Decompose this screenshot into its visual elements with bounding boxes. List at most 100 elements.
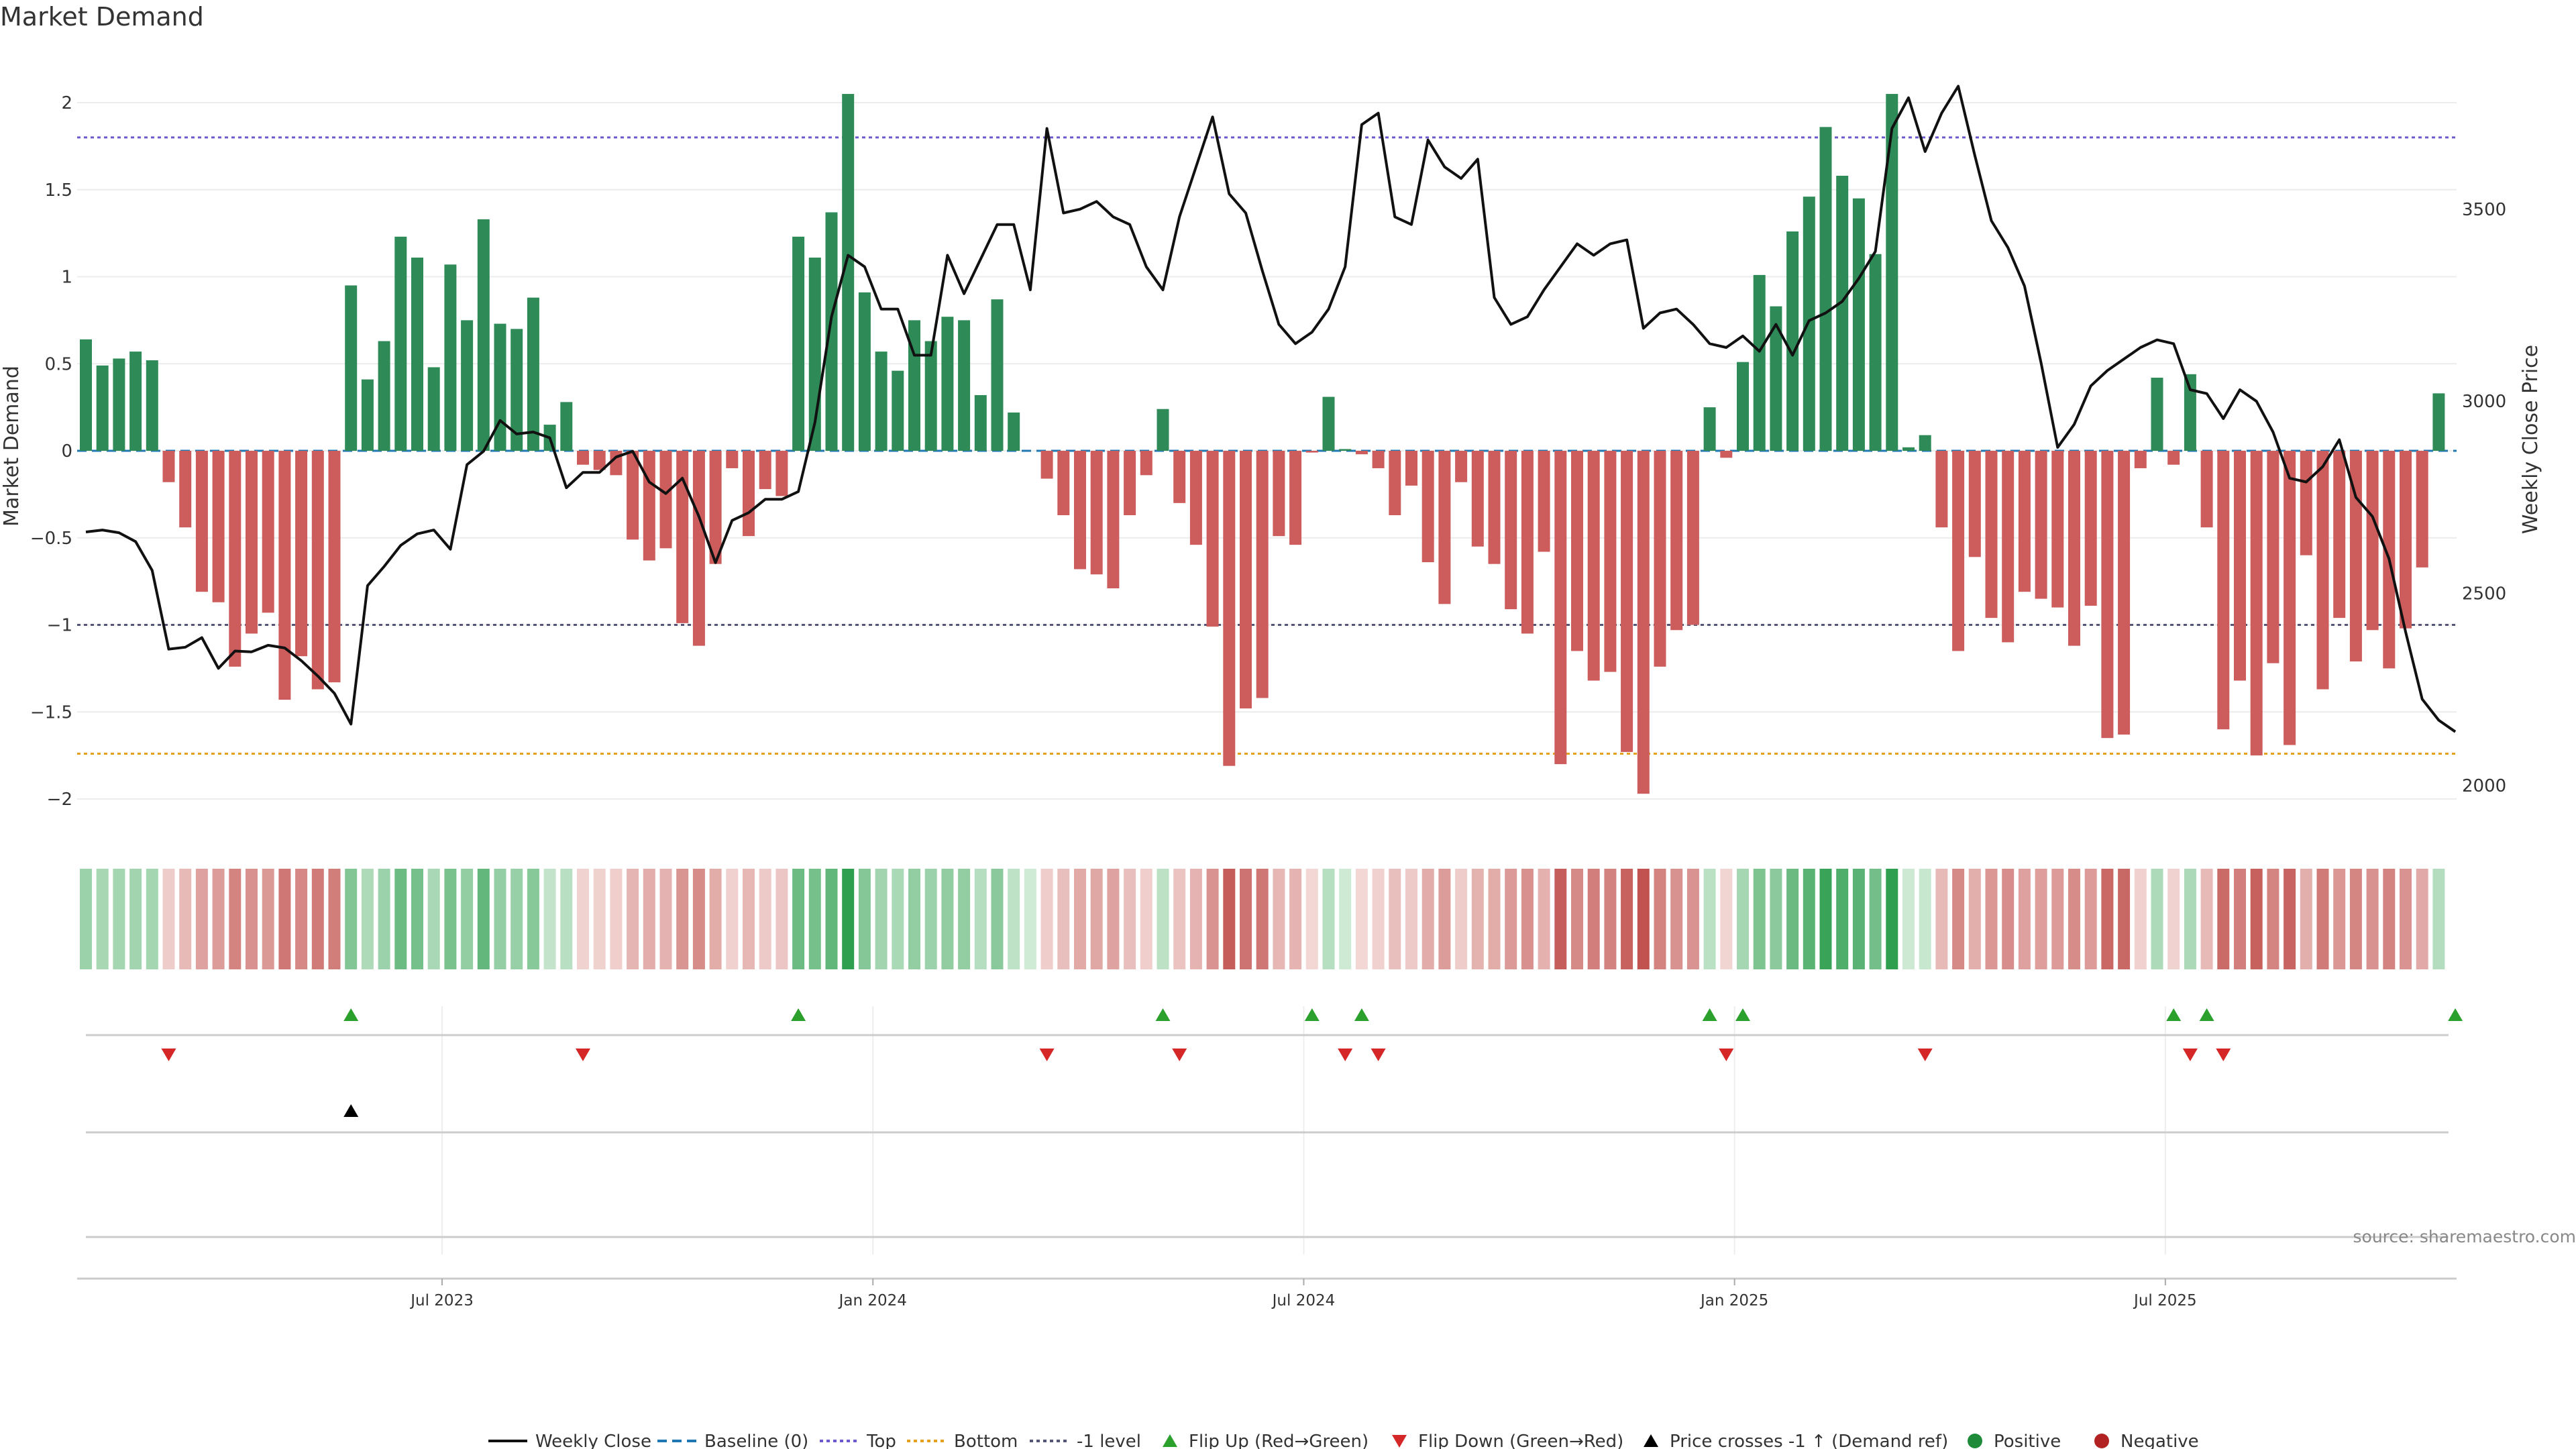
demand-bar-69 — [1223, 451, 1236, 766]
legend-item-3: Bottom — [907, 1432, 1018, 1449]
y-axis-ticks: −2 −1.5 −1 −0.5 0 0.5 1 1.5 2 — [30, 93, 72, 810]
flip-up-marker-7 — [2166, 1008, 2182, 1021]
demand-bar-131 — [2250, 451, 2263, 756]
demand-bar-16 — [345, 285, 358, 451]
date-label-0: Jul 2023 — [409, 1292, 474, 1309]
flip-up-marker-1 — [791, 1008, 806, 1021]
demand-bar-119 — [2051, 451, 2064, 608]
demand-bar-82 — [1438, 451, 1451, 604]
demand-bar-59 — [1057, 451, 1070, 516]
legend-label-8: Positive — [1994, 1432, 2061, 1449]
heat-cell-124 — [2134, 869, 2147, 969]
flip-down-marker-2 — [1039, 1049, 1055, 1061]
heat-cell-65 — [1157, 869, 1169, 969]
heat-cell-20 — [411, 869, 423, 969]
demand-bar-4 — [146, 360, 158, 451]
y-tick-label-2: −1 — [47, 616, 72, 636]
legend-item-6: Flip Down (Green→Red) — [1392, 1432, 1623, 1449]
heat-cell-121 — [2084, 869, 2097, 969]
demand-bar-2 — [113, 358, 125, 451]
y-tick-label-6: 1 — [61, 268, 72, 288]
heat-cell-26 — [511, 869, 523, 969]
heat-cell-132 — [2267, 869, 2279, 969]
demand-bar-55 — [991, 299, 1004, 451]
demand-bar-123 — [2118, 451, 2131, 735]
demand-bar-71 — [1256, 451, 1269, 698]
demand-bar-6 — [179, 451, 192, 528]
heat-cell-130 — [2234, 869, 2246, 969]
heat-cell-95 — [1654, 869, 1666, 969]
heat-cell-107 — [1852, 869, 1865, 969]
demand-bar-141 — [2416, 451, 2428, 568]
heat-cell-113 — [1952, 869, 1965, 969]
demand-bar-70 — [1240, 451, 1252, 709]
price-series — [85, 85, 2457, 733]
demand-bar-5 — [162, 451, 175, 482]
date-axis-labels: Jul 2023 Jan 2024 Jul 2024 Jan 2025 Jul 2025 — [409, 1279, 2197, 1309]
date-label-4: Jul 2025 — [2133, 1292, 2197, 1309]
demand-bar-14 — [311, 451, 324, 690]
demand-bar-93 — [1621, 451, 1633, 752]
heat-cell-103 — [1786, 869, 1799, 969]
demand-bar-68 — [1206, 451, 1219, 627]
heat-cell-29 — [560, 869, 573, 969]
demand-bar-81 — [1421, 451, 1434, 563]
heat-cell-78 — [1372, 869, 1385, 969]
flip-up-marker-4 — [1354, 1008, 1369, 1021]
heat-cell-119 — [2051, 869, 2064, 969]
heat-cell-102 — [1770, 869, 1782, 969]
heat-cell-62 — [1107, 869, 1120, 969]
demand-bar-45 — [825, 212, 838, 451]
demand-bar-11 — [262, 451, 274, 613]
heat-cell-138 — [2366, 869, 2379, 969]
heat-cell-86 — [1505, 869, 1517, 969]
heat-cell-71 — [1256, 869, 1269, 969]
heat-cell-4 — [146, 869, 158, 969]
heat-cell-127 — [2184, 869, 2196, 969]
flip-down-marker-3 — [1172, 1049, 1187, 1061]
legend-item-5: Flip Up (Red→Green) — [1163, 1432, 1368, 1449]
demand-bar-66 — [1173, 451, 1186, 503]
demand-bar-21 — [427, 367, 440, 451]
heat-cell-2 — [113, 869, 125, 969]
demand-bar-80 — [1405, 451, 1417, 486]
heat-cell-87 — [1521, 869, 1534, 969]
heat-cell-80 — [1405, 869, 1417, 969]
heat-cell-69 — [1223, 869, 1236, 969]
demand-bar-1 — [96, 365, 109, 451]
legend-label-1: Baseline (0) — [704, 1432, 808, 1449]
demand-heat-strip — [80, 869, 2445, 969]
heat-cell-114 — [1968, 869, 1981, 969]
heat-cell-104 — [1803, 869, 1815, 969]
heat-cell-109 — [1886, 869, 1898, 969]
heat-cell-11 — [262, 869, 274, 969]
heat-cell-93 — [1621, 869, 1633, 969]
demand-bar-35 — [659, 451, 672, 549]
legend-item-1: Baseline (0) — [657, 1432, 808, 1449]
demand-bar-79 — [1389, 451, 1401, 516]
demand-bar-74 — [1305, 451, 1318, 453]
heat-cell-122 — [2101, 869, 2114, 969]
demand-bar-98 — [1703, 407, 1716, 451]
demand-bar-31 — [593, 451, 606, 470]
demand-bar-20 — [411, 257, 423, 451]
heat-cell-55 — [991, 869, 1004, 969]
heat-cell-115 — [1985, 869, 1998, 969]
legend-label-9: Negative — [2121, 1432, 2199, 1449]
demand-bar-15 — [328, 451, 341, 683]
demand-bar-64 — [1140, 451, 1152, 476]
heat-cell-12 — [278, 869, 291, 969]
heat-cell-64 — [1140, 869, 1152, 969]
heat-cell-72 — [1273, 869, 1285, 969]
demand-bar-42 — [775, 451, 788, 496]
demand-bar-83 — [1455, 451, 1468, 482]
heat-cell-99 — [1720, 869, 1733, 969]
demand-bar-52 — [941, 317, 954, 451]
heat-cell-141 — [2416, 869, 2428, 969]
flip-down-marker-1 — [576, 1049, 590, 1061]
heat-cell-52 — [941, 869, 954, 969]
demand-bar-29 — [560, 402, 573, 451]
demand-bar-10 — [246, 451, 258, 634]
heat-cell-77 — [1355, 869, 1368, 969]
